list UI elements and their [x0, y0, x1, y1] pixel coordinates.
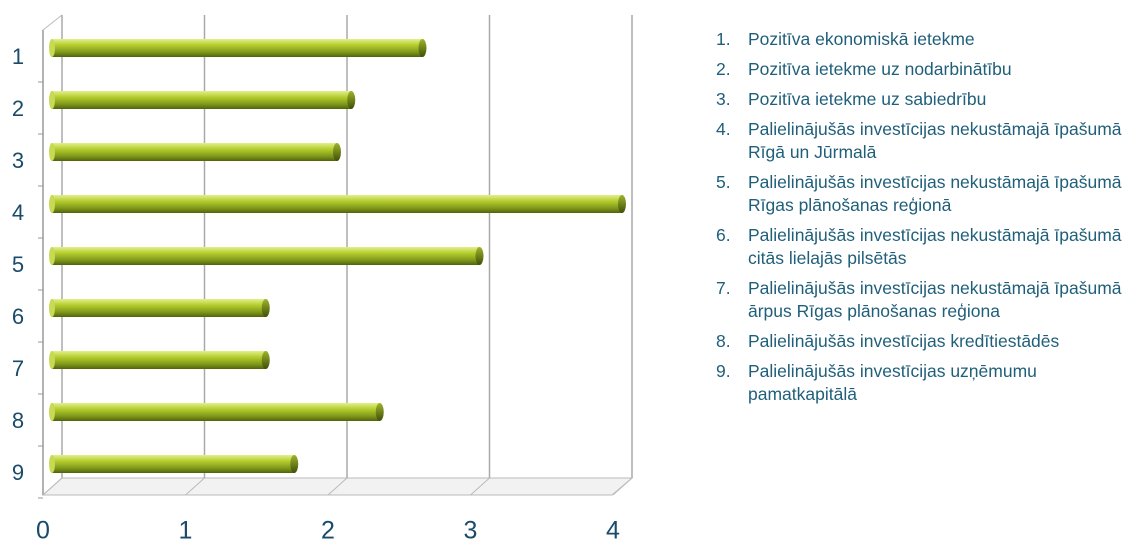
bar-body — [52, 91, 352, 109]
bar-base — [49, 39, 55, 57]
bar — [49, 195, 626, 213]
legend-item: 1. Pozitīva ekonomiskā ietekme — [716, 28, 1136, 51]
legend-text: Palielinājušās investīcijas nekustāmajā … — [748, 119, 1122, 162]
bar-body — [52, 351, 266, 369]
bar-body — [52, 403, 380, 421]
y-tick-label: 5 — [12, 252, 24, 277]
bar — [49, 351, 270, 369]
x-tick-label: 2 — [321, 517, 335, 544]
x-tick-label: 3 — [464, 517, 478, 544]
legend-text: Pozitīva ekonomiskā ietekme — [748, 29, 975, 49]
grid-line — [327, 477, 348, 496]
legend-number: 6. — [716, 225, 731, 245]
legend-number: 2. — [716, 59, 731, 79]
legend-number: 3. — [716, 89, 731, 109]
bar-body — [52, 39, 423, 57]
legend-item: 9. Palielinājušās investīcijas uzņēmumu p… — [716, 360, 1136, 406]
legend: 1. Pozitīva ekonomiskā ietekme 2. Pozitīva … — [716, 28, 1136, 413]
legend-item: 4. Palielinājušās investīcijas nekustāmaj… — [716, 118, 1136, 164]
bar-body — [52, 455, 295, 473]
bar-cap — [290, 455, 299, 473]
bar — [49, 39, 427, 57]
bar-cap — [375, 403, 384, 421]
x-tick-label: 1 — [179, 517, 193, 544]
bar-base — [49, 195, 55, 213]
y-tick-label: 2 — [12, 96, 24, 121]
legend-number: 9. — [716, 361, 731, 381]
bar-base — [49, 247, 55, 265]
bar-base — [49, 299, 55, 317]
bar-cap — [333, 143, 341, 161]
bar — [49, 299, 270, 317]
y-tick-label: 6 — [12, 304, 24, 329]
bar — [49, 91, 356, 109]
bar-cap — [261, 351, 270, 369]
legend-item: 7. Palielinājušās investīcijas nekustāmaj… — [716, 277, 1136, 323]
bar-cap — [418, 39, 427, 57]
legend-text: Pozitīva ietekme uz nodarbinātību — [748, 59, 1012, 79]
legend-number: 4. — [716, 119, 731, 139]
y-tick-label: 8 — [12, 408, 24, 433]
bar-cap — [475, 247, 484, 265]
y-tick-label: 3 — [12, 148, 24, 173]
bar — [49, 247, 484, 265]
legend-item: 2. Pozitīva ietekme uz nodarbinātību — [716, 58, 1136, 81]
bar-body — [52, 143, 337, 161]
bar-cap — [261, 299, 270, 317]
bar-base — [49, 143, 55, 161]
x-tick-label: 0 — [36, 517, 50, 544]
bar-base — [49, 455, 55, 473]
chart: 0 1 2 3 4 1 2 3 4 5 6 7 8 9 — [12, 14, 634, 544]
bar-body — [52, 195, 622, 213]
legend-number: 5. — [716, 172, 731, 192]
legend-text: Palielinājušās investīcijas nekustāmajā … — [748, 225, 1122, 268]
bar-body — [52, 247, 480, 265]
y-tick-label: 7 — [12, 356, 24, 381]
legend-item: 8. Palielinājušās investīcijas kredītiest… — [716, 330, 1136, 353]
legend-number: 7. — [716, 278, 731, 298]
grid-line — [185, 477, 205, 496]
bar — [49, 403, 384, 421]
bar-base — [49, 91, 55, 109]
bar-body — [52, 299, 266, 317]
grid-line — [470, 477, 490, 496]
y-tick-label: 1 — [12, 44, 24, 69]
bar-cap — [347, 91, 356, 109]
legend-number: 8. — [716, 331, 731, 351]
legend-text: Palielinājušās investīcijas kredītiestād… — [748, 331, 1060, 351]
y-tick-label: 9 — [12, 460, 24, 485]
bar-base — [49, 403, 55, 421]
legend-number: 1. — [716, 29, 731, 49]
bar-cap — [618, 195, 626, 213]
bar — [49, 143, 341, 161]
legend-text: Pozitīva ietekme uz sabiedrību — [748, 89, 987, 109]
legend-text: Palielinājušās investīcijas nekustāmajā … — [748, 172, 1122, 215]
legend-text: Palielinājušās investīcijas uzņēmumu pam… — [748, 361, 1037, 404]
grid-line — [42, 477, 63, 496]
y-tick-label: 4 — [12, 200, 24, 225]
legend-text: Palielinājušās investīcijas nekustāmajā … — [748, 278, 1122, 321]
legend-item: 5. Palielinājušās investīcijas nekustāmaj… — [716, 171, 1136, 217]
bar — [49, 455, 299, 473]
grid-line — [612, 477, 633, 496]
x-tick-label: 4 — [606, 517, 620, 544]
legend-item: 6. Palielinājušās investīcijas nekustāmaj… — [716, 224, 1136, 270]
legend-item: 3. Pozitīva ietekme uz sabiedrību — [716, 88, 1136, 111]
bar-base — [49, 351, 55, 369]
